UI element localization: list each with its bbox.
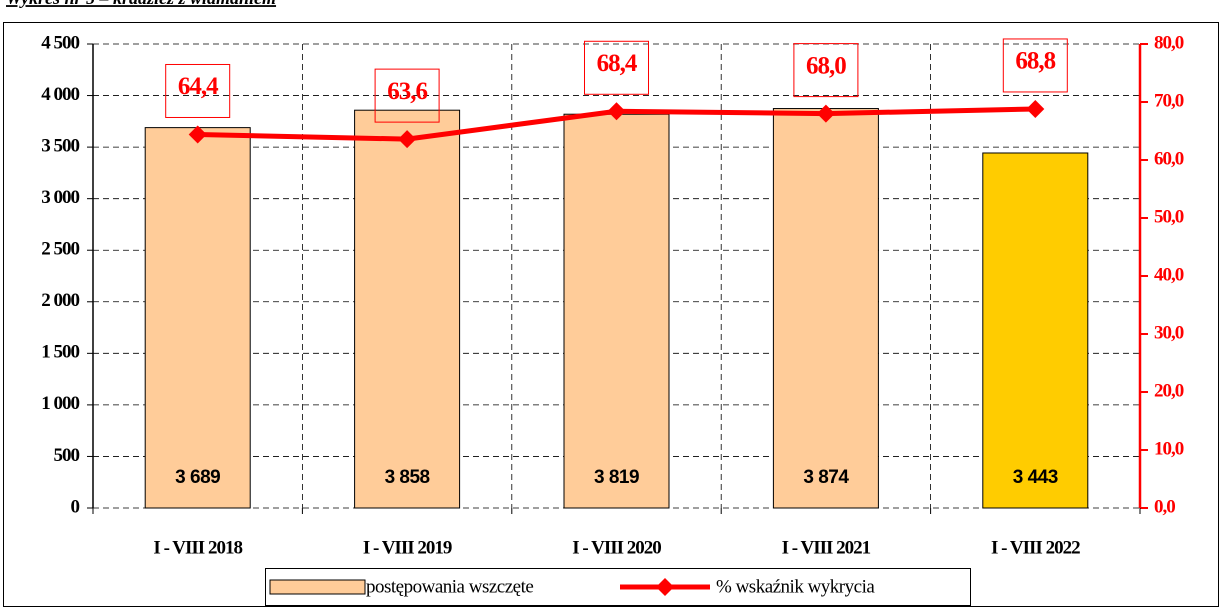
y-tick-label: 4 500 (41, 32, 79, 53)
legend-swatch (269, 579, 366, 595)
y-tick-label: 4 000 (41, 84, 79, 105)
bar (772, 108, 879, 509)
bar-value-label: 3 443 (1013, 467, 1058, 488)
data-label-box (793, 43, 859, 98)
bar (144, 127, 251, 509)
bar-value-label: 3 689 (175, 467, 220, 488)
line-value-label: 68,0 (806, 52, 846, 79)
line-value-label: 68,8 (1015, 48, 1055, 75)
bar-value-label: 3 874 (803, 467, 849, 488)
y2-tick-label: 70,0 (1154, 90, 1184, 111)
chart-title: Wykres nr 5 – kradzież z włamaniem (6, 0, 276, 8)
line-value-label: 64,4 (178, 73, 219, 100)
y2-tick-label: 30,0 (1154, 322, 1184, 343)
line-marker (816, 104, 835, 123)
line-marker (607, 102, 626, 121)
bar (563, 113, 670, 509)
x-tick-label: I - VIII 2021 (782, 537, 871, 558)
y2-tick-label: 20,0 (1154, 380, 1184, 401)
bar-value-label: 3 858 (385, 467, 430, 488)
line-marker (398, 130, 417, 149)
data-label-box (584, 40, 649, 95)
y2-tick-label: 0,0 (1154, 496, 1175, 517)
y-tick-label: 1 000 (41, 393, 79, 414)
y-tick-label: 3 500 (41, 135, 79, 156)
y-tick-label: 500 (54, 445, 80, 466)
bar-value-label: 3 819 (594, 467, 639, 488)
y2-tick-label: 60,0 (1154, 148, 1184, 169)
bar (354, 109, 461, 509)
line-value-label: 68,4 (597, 50, 638, 77)
legend-marker (656, 578, 674, 596)
bar (982, 152, 1089, 509)
y2-tick-label: 10,0 (1154, 438, 1184, 459)
data-label-box (374, 68, 440, 123)
x-tick-label: I - VIII 2022 (991, 537, 1080, 558)
y-tick-label: 2 000 (41, 290, 79, 311)
y-tick-label: 3 000 (41, 187, 79, 208)
x-tick-label: I - VIII 2020 (572, 537, 661, 558)
x-tick-label: I - VIII 2019 (363, 537, 452, 558)
y2-tick-label: 80,0 (1154, 32, 1184, 53)
data-label-box (1002, 38, 1068, 93)
legend-label: % wskaźnik wykrycia (716, 576, 875, 597)
x-tick-label: I - VIII 2018 (153, 537, 242, 558)
y2-tick-label: 50,0 (1154, 206, 1184, 227)
y-tick-label: 2 500 (41, 239, 79, 260)
legend-label: postępowania wszczęte (366, 576, 533, 597)
legend-box (265, 568, 971, 606)
y-tick-label: 0 (71, 496, 80, 517)
line-marker (188, 125, 207, 144)
y-tick-label: 1 500 (41, 342, 79, 363)
line-value-label: 63,6 (387, 78, 427, 105)
line-marker (1026, 99, 1045, 118)
y2-tick-label: 40,0 (1154, 264, 1184, 285)
data-label-box (165, 63, 231, 118)
